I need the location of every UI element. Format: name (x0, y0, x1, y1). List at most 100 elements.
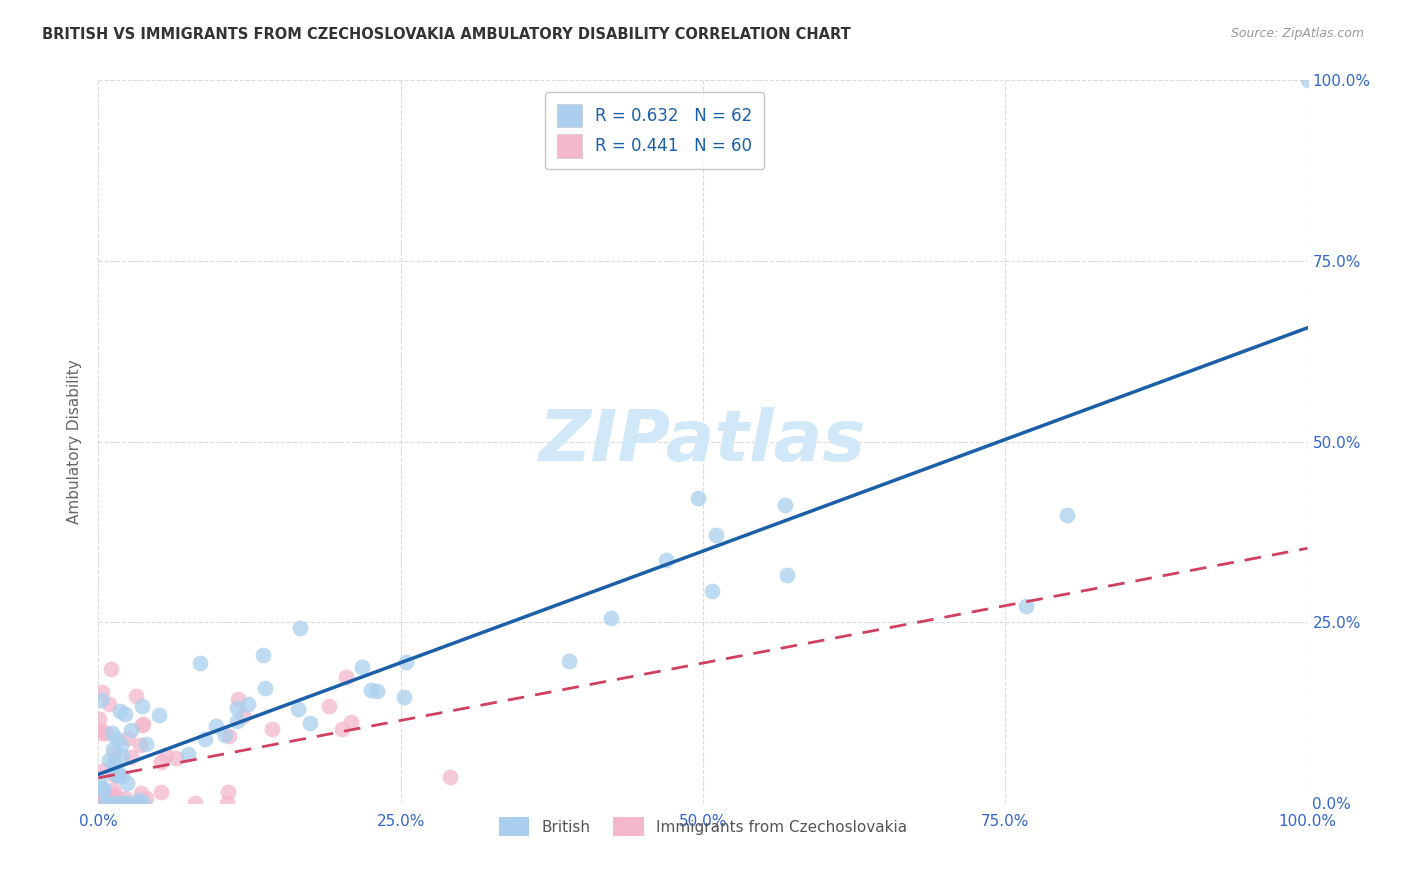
Point (91, 684, 114, 698)
Point (105, 796, 128, 810)
Point (107, 796, 129, 810)
Point (290, 621, 312, 635)
Point (94, 796, 117, 810)
Point (1014, 599, 1036, 613)
Point (125, 690, 148, 704)
Point (122, 796, 145, 810)
Point (101, 782, 124, 797)
Point (89, 712, 111, 726)
Point (103, 796, 125, 810)
Point (96, 789, 118, 803)
Point (150, 785, 173, 799)
Point (148, 708, 170, 723)
Point (655, 553, 678, 567)
Point (93, 796, 115, 810)
Point (217, 785, 239, 799)
Point (94, 796, 117, 810)
Point (214, 728, 236, 742)
Point (111, 748, 134, 763)
Point (117, 731, 139, 745)
Point (89, 795, 111, 809)
Point (103, 787, 125, 801)
Point (98, 796, 121, 810)
Point (103, 767, 125, 781)
Point (93, 781, 115, 796)
Point (177, 747, 200, 761)
Point (194, 731, 217, 746)
Point (184, 796, 207, 810)
Point (350, 660, 373, 674)
Point (188, 656, 211, 670)
Point (131, 699, 153, 714)
Point (98, 697, 121, 711)
Point (395, 655, 418, 669)
Point (94, 796, 117, 810)
Point (120, 750, 142, 764)
Point (107, 796, 129, 810)
Point (100, 796, 122, 810)
Point (90, 791, 112, 805)
Point (127, 796, 149, 810)
Point (340, 715, 363, 730)
Point (238, 697, 260, 711)
Point (135, 791, 157, 805)
Point (252, 648, 274, 662)
Point (103, 756, 125, 771)
Text: ZIPatlas: ZIPatlas (540, 407, 866, 476)
Point (128, 793, 150, 807)
Point (129, 786, 152, 800)
Point (120, 723, 142, 737)
Point (558, 654, 581, 668)
Point (253, 681, 276, 695)
Point (87, 772, 110, 787)
Point (97, 753, 120, 767)
Y-axis label: Ambulatory Disability: Ambulatory Disability (67, 359, 83, 524)
Point (103, 766, 125, 780)
Point (115, 796, 138, 810)
Point (131, 796, 153, 810)
Point (87, 796, 110, 810)
Point (101, 742, 124, 756)
Point (105, 789, 128, 804)
Legend: British, Immigrants from Czechoslovakia: British, Immigrants from Czechoslovakia (492, 811, 914, 842)
Point (115, 776, 138, 790)
Point (114, 790, 136, 805)
Point (91, 783, 114, 797)
Text: BRITISH VS IMMIGRANTS FROM CZECHOSLOVAKIA AMBULATORY DISABILITY CORRELATION CHAR: BRITISH VS IMMIGRANTS FROM CZECHOSLOVAKI… (42, 27, 851, 42)
Point (335, 670, 357, 684)
Point (108, 704, 131, 718)
Point (149, 755, 172, 769)
Point (103, 746, 125, 760)
Point (360, 683, 382, 698)
Point (773, 498, 796, 512)
Point (111, 769, 134, 783)
Point (439, 770, 461, 784)
Point (700, 584, 723, 599)
Point (104, 796, 127, 810)
Point (287, 702, 309, 716)
Point (90, 693, 112, 707)
Point (215, 796, 238, 810)
Point (90, 723, 112, 738)
Point (89, 796, 111, 810)
Point (114, 707, 136, 722)
Point (392, 690, 415, 704)
Point (299, 715, 322, 730)
Point (205, 718, 228, 732)
Point (107, 769, 129, 783)
Point (111, 796, 134, 810)
Point (600, 611, 623, 625)
Point (93, 763, 115, 777)
Point (115, 796, 138, 810)
Point (1056, 508, 1078, 522)
Point (262, 723, 284, 737)
Point (128, 739, 150, 753)
Point (330, 722, 353, 736)
Point (226, 692, 249, 706)
Point (366, 683, 388, 698)
Point (94, 726, 117, 740)
Point (131, 718, 153, 732)
Point (105, 731, 128, 746)
Point (706, 528, 728, 542)
Point (97, 796, 120, 810)
